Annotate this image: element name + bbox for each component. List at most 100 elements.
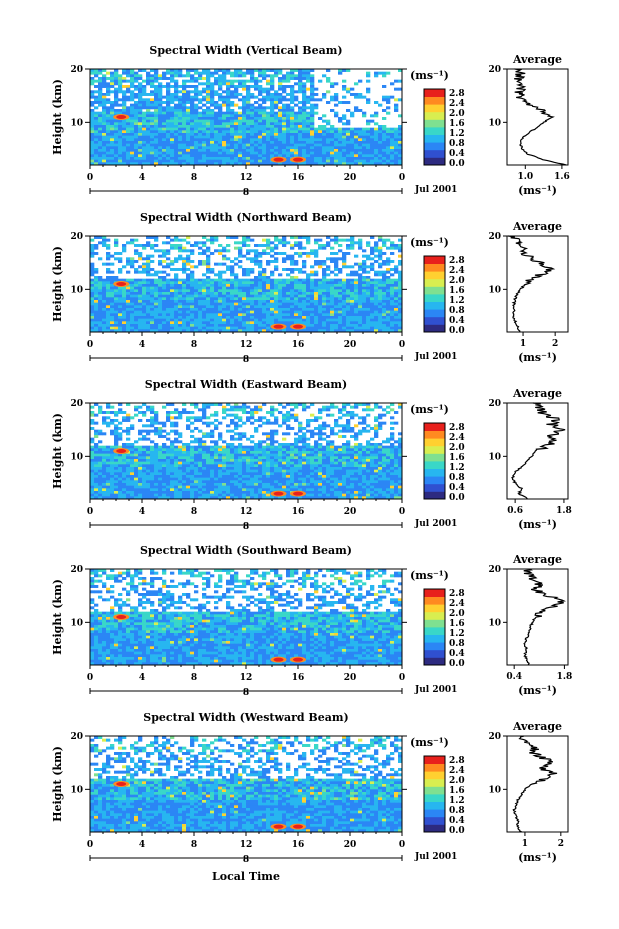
colorbar-swatch	[424, 111, 445, 120]
colorbar-tick-label: 2.4	[449, 99, 465, 109]
colorbar-swatch	[424, 786, 445, 795]
colorbar-frame	[423, 755, 446, 833]
x-tick-label: 12	[240, 340, 253, 350]
date-label: Jul 2001	[414, 352, 457, 362]
x-tick-label: 8	[191, 507, 197, 517]
avg-x-axis-label: (ms⁻¹)	[518, 684, 557, 697]
y-axis-label: Height (km)	[51, 246, 64, 322]
panel-title: Spectral Width (Southward Beam)	[140, 544, 352, 557]
x-tick-label: 12	[240, 840, 253, 850]
colorbar-tick-label: 2.0	[449, 609, 465, 619]
x-tick-label: 0	[399, 507, 405, 517]
colorbar-swatch	[424, 634, 445, 643]
x-tick-label: 16	[292, 340, 305, 350]
day-marker: 8	[243, 855, 249, 865]
avg-profile-line	[523, 568, 567, 666]
colorbar-tick-label: 2.0	[449, 776, 465, 786]
colorbar-frame	[423, 422, 446, 500]
colorbar-tick-label: 0.4	[449, 316, 465, 326]
colorbar-swatch	[424, 89, 445, 97]
colorbar-tick-label: 1.6	[449, 786, 465, 796]
x-tick-label: 4	[139, 173, 145, 183]
colorbar-tick-label: 2.8	[449, 756, 465, 766]
colorbar-tick-label: 0.8	[449, 139, 465, 149]
avg-y-tick-label: 10	[488, 618, 501, 628]
avg-y-tick-label: 10	[488, 785, 501, 795]
colorbar-swatch	[424, 286, 445, 295]
avg-x-tick-label: 0.4	[506, 672, 522, 682]
panel-4: Spectral Width (Westward Beam) Height (km…	[51, 711, 569, 865]
colorbar-tick-label: 2.4	[449, 433, 465, 443]
colorbar-swatch	[424, 483, 445, 492]
colorbar-tick-label: 2.8	[449, 89, 465, 99]
panel-3: Spectral Width (Southward Beam) Height (k…	[51, 544, 572, 698]
avg-frame	[506, 735, 569, 833]
colorbar-tick-label: 0.0	[449, 826, 465, 836]
colorbar-unit: (ms⁻¹)	[410, 569, 449, 582]
heatmap	[90, 69, 403, 166]
avg-profile-line	[512, 735, 558, 833]
x-tick-label: 20	[344, 173, 357, 183]
colorbar-swatch	[424, 627, 445, 635]
colorbar-tick-label: 2.4	[449, 766, 465, 776]
colorbar-swatch	[424, 657, 445, 666]
colorbar-swatch	[424, 104, 445, 113]
colorbar-tick-label: 2.0	[449, 443, 465, 453]
colorbar-tick-label: 1.2	[449, 796, 465, 806]
colorbar-swatch	[424, 324, 445, 333]
x-tick-label: 4	[139, 507, 145, 517]
colorbar-tick-label: 0.8	[449, 639, 465, 649]
avg-title: Average	[512, 553, 562, 566]
x-tick-label: 0	[399, 840, 405, 850]
colorbar-swatch	[424, 134, 445, 143]
colorbar-tick-label: 0.4	[449, 816, 465, 826]
avg-title: Average	[512, 720, 562, 733]
colorbar-tick-label: 0.0	[449, 493, 465, 503]
heatmap	[90, 236, 403, 333]
colorbar-tick-label: 0.4	[449, 483, 465, 493]
colorbar-swatch	[424, 809, 445, 818]
avg-y-tick-label: 20	[488, 565, 501, 575]
x-tick-label: 0	[87, 673, 93, 683]
y-axis-label: Height (km)	[51, 579, 64, 655]
colorbar-swatch	[424, 423, 445, 431]
colorbar-swatch	[424, 476, 445, 485]
colorbar-swatch	[424, 256, 445, 264]
colorbar-swatch	[424, 778, 445, 787]
colorbar-tick-label: 2.0	[449, 276, 465, 286]
x-tick-label: 4	[139, 673, 145, 683]
panel-title: Spectral Width (Northward Beam)	[140, 211, 352, 224]
avg-title: Average	[512, 387, 562, 400]
colorbar-tick-label: 1.6	[449, 619, 465, 629]
colorbar-swatch	[424, 596, 445, 605]
avg-title: Average	[512, 220, 562, 233]
colorbar-tick-label: 2.8	[449, 589, 465, 599]
colorbar-swatch	[424, 816, 445, 825]
panel-0: Spectral Width (Vertical Beam) Height (km…	[51, 44, 570, 198]
avg-x-tick-label: 0.6	[507, 506, 523, 516]
colorbar-swatch	[424, 142, 445, 151]
y-tick-label: 20	[70, 65, 83, 75]
x-tick-label: 4	[139, 340, 145, 350]
date-label: Jul 2001	[414, 852, 457, 862]
day-marker: 8	[243, 188, 249, 198]
x-tick-label: 16	[292, 507, 305, 517]
colorbar-tick-label: 2.8	[449, 423, 465, 433]
avg-x-axis-label: (ms⁻¹)	[518, 518, 557, 531]
x-tick-label: 16	[292, 173, 305, 183]
colorbar-swatch	[424, 96, 445, 105]
avg-y-tick-label: 20	[488, 732, 501, 742]
colorbar-swatch	[424, 589, 445, 597]
colorbar-tick-label: 0.4	[449, 149, 465, 159]
colorbar-tick-label: 2.4	[449, 266, 465, 276]
heatmap	[90, 403, 403, 500]
x-tick-label: 16	[292, 840, 305, 850]
x-tick-label: 16	[292, 673, 305, 683]
avg-x-tick-label: 1.6	[554, 172, 570, 182]
avg-frame	[506, 68, 569, 166]
x-tick-label: 0	[87, 173, 93, 183]
colorbar-tick-label: 2.0	[449, 109, 465, 119]
colorbar-tick-label: 1.6	[449, 286, 465, 296]
colorbar-swatch	[424, 301, 445, 310]
